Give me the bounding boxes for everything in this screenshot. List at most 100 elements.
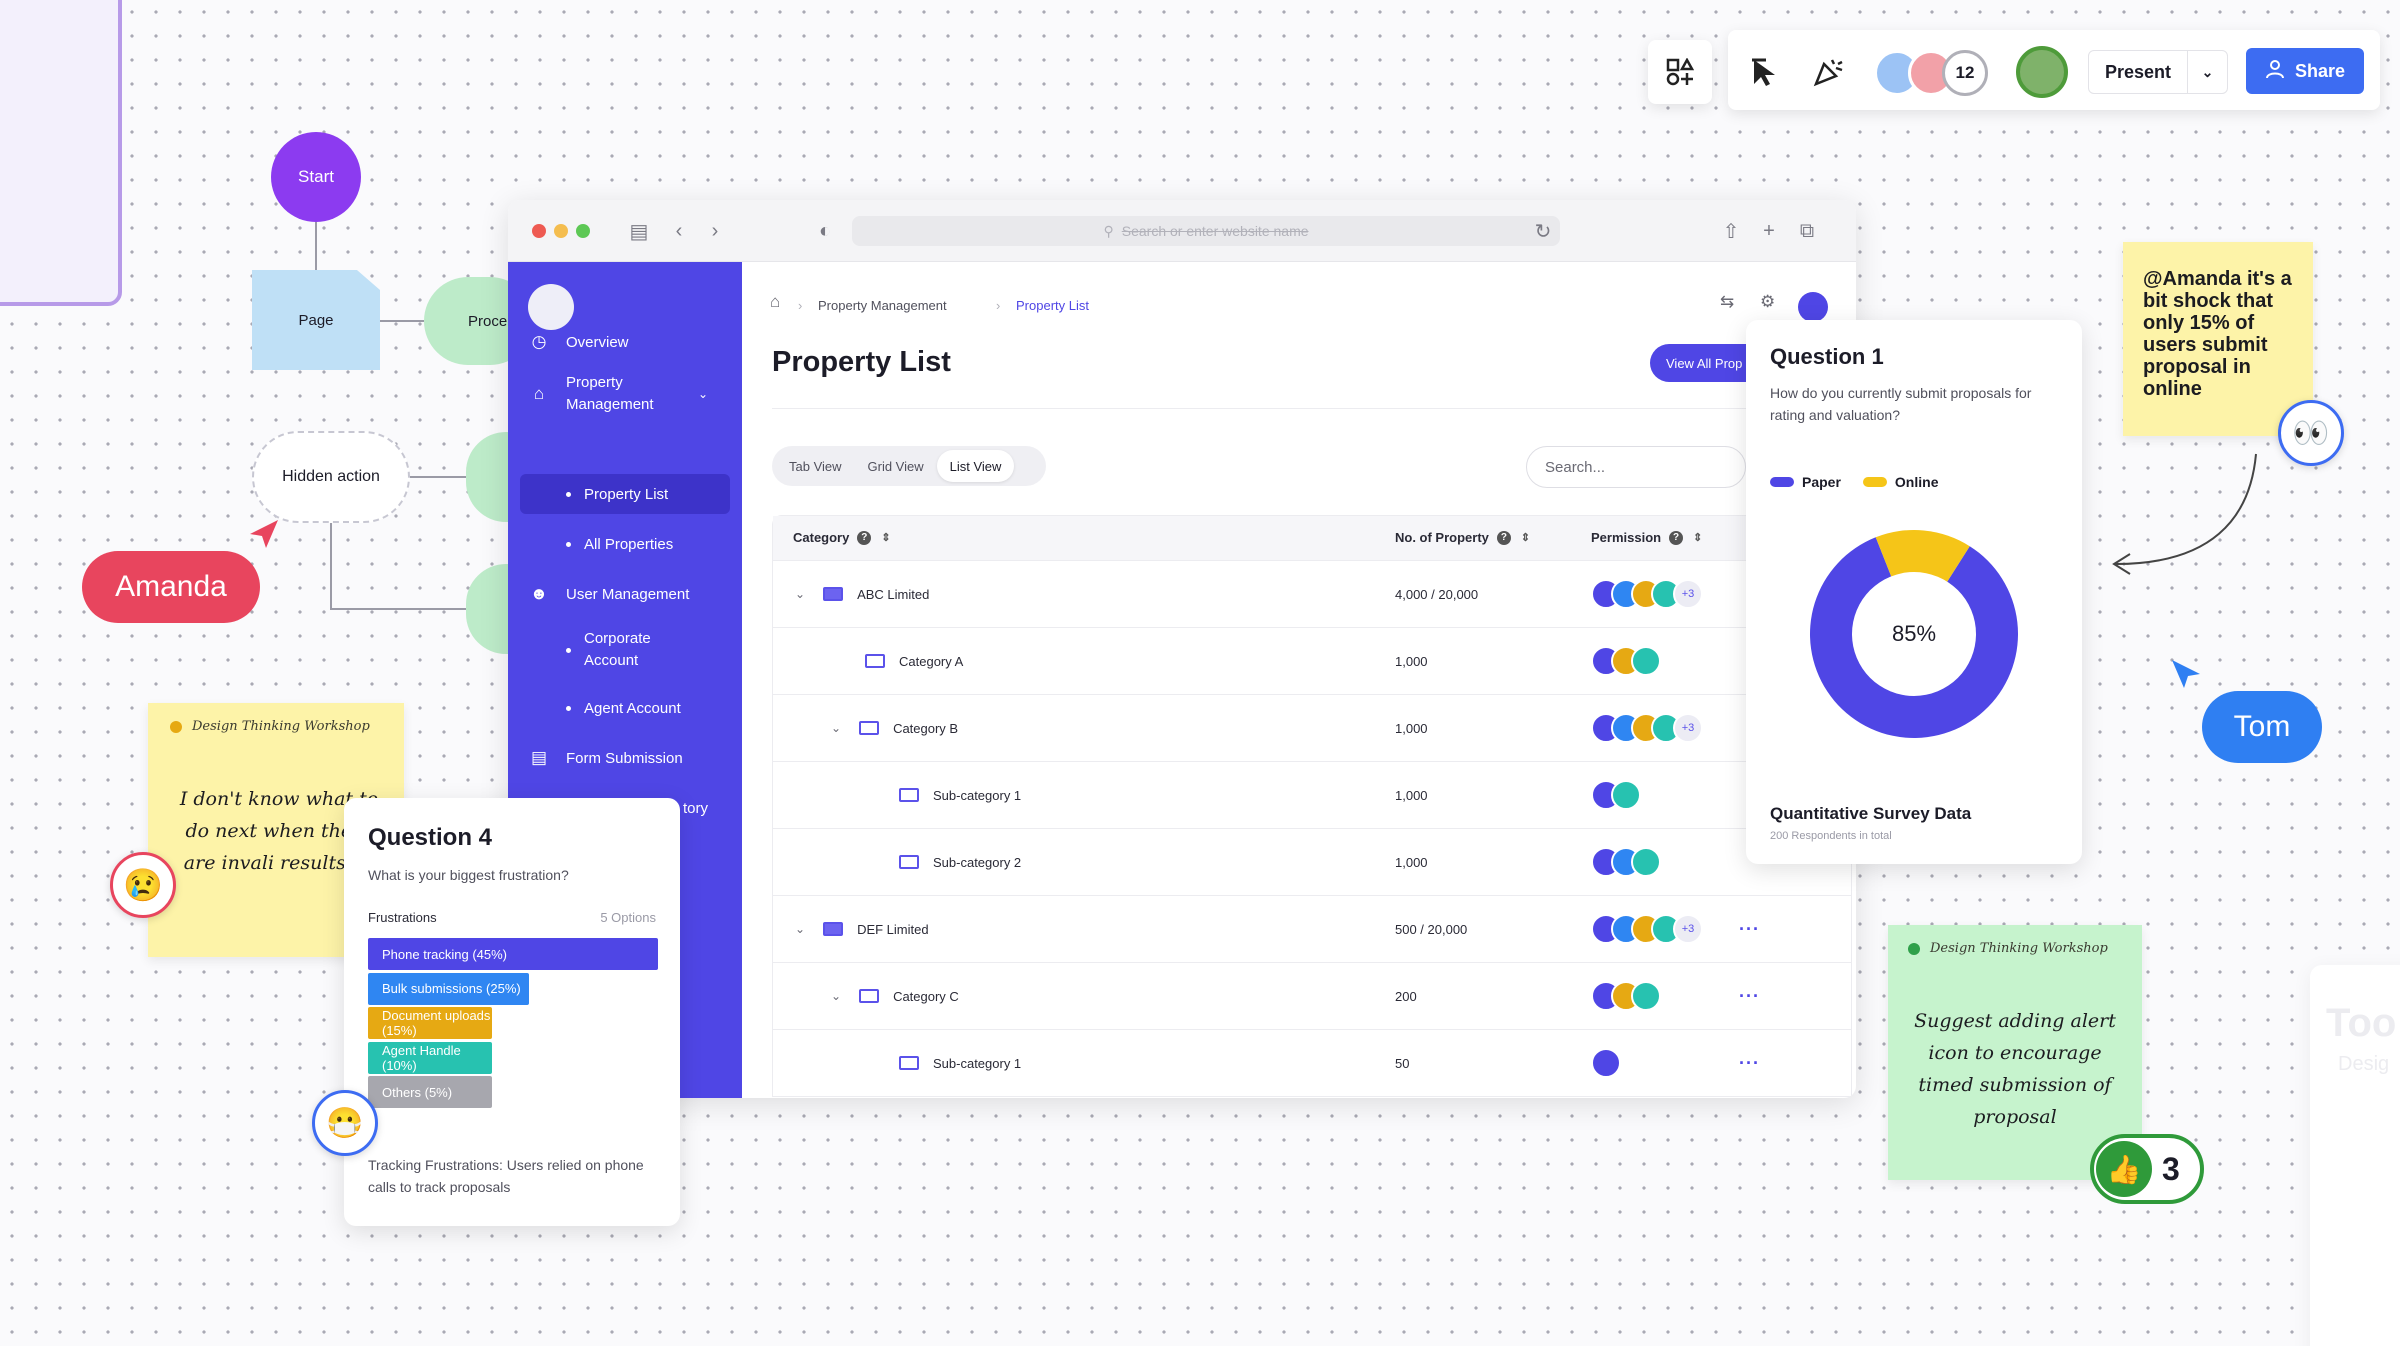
forward-icon[interactable]: › <box>711 219 719 242</box>
sidebar-item-label: User Management <box>566 585 690 603</box>
permission-avatars[interactable] <box>1591 963 1661 1029</box>
more-options-icon[interactable]: ··· <box>1739 918 1760 939</box>
filter-icon[interactable]: ⇆ <box>1720 292 1735 311</box>
reload-icon[interactable]: ↻ <box>1534 220 1552 243</box>
chevron-down-icon[interactable]: ⌄ <box>2187 51 2227 93</box>
table-row[interactable]: ⌄ DEF Limited 500 / 20,000 +3 ··· <box>773 895 1851 962</box>
home-icon: ⌂ <box>533 384 545 403</box>
more-avatars-badge[interactable]: +3 <box>1673 579 1703 609</box>
tab-list-view[interactable]: List View <box>936 450 1015 482</box>
like-reaction[interactable]: 👍 3 <box>2090 1134 2204 1204</box>
permission-avatars[interactable] <box>1591 829 1661 895</box>
sidebar-item-property-list[interactable]: Property List <box>520 474 730 514</box>
folder-icon <box>865 654 885 668</box>
flow-page-node[interactable]: Page <box>252 270 380 370</box>
question-4-card[interactable]: Question 4 What is your biggest frustrat… <box>344 798 680 1226</box>
new-tab-icon[interactable]: + <box>1763 219 1775 242</box>
sad-face-emoji-icon[interactable]: 😢 <box>110 852 176 918</box>
current-user-avatar[interactable] <box>2016 46 2068 98</box>
sort-icon[interactable]: ⇕ <box>881 532 891 544</box>
url-bar[interactable]: ⚲ Search or enter website name <box>852 216 1560 246</box>
permission-avatars[interactable] <box>1591 1030 1621 1096</box>
sidebar-item-all-properties[interactable]: All Properties <box>520 524 730 564</box>
partial-card[interactable]: Too Desig <box>2310 965 2400 1346</box>
sort-icon[interactable]: ⇕ <box>1520 532 1531 544</box>
maximize-dot[interactable] <box>576 224 590 238</box>
table-row[interactable]: Category A 1,000 <box>773 627 1851 694</box>
frame-outline[interactable] <box>0 0 122 306</box>
header-label: Permission <box>1591 530 1662 545</box>
header-permission[interactable]: Permission ? ⇕ <box>1591 530 1702 545</box>
sort-icon[interactable]: ⇕ <box>1693 532 1703 544</box>
more-options-icon[interactable]: ··· <box>1739 985 1760 1006</box>
chevron-down-icon[interactable]: ⌄ <box>831 721 842 735</box>
main-content: ⌂ › Property Management › Property List … <box>742 262 1856 1098</box>
table-row[interactable]: ⌄ ABC Limited 4,000 / 20,000 +3 <box>773 560 1851 627</box>
frustration-bar: Others (5%) <box>368 1076 492 1108</box>
sidebar-item-history[interactable]: tory <box>508 788 742 828</box>
tab-grid-view[interactable]: Grid View <box>867 458 924 474</box>
sticky-text: I don't know what to do next when there … <box>179 788 379 874</box>
header-category[interactable]: Category ? ⇕ <box>793 530 891 545</box>
avatar <box>1631 847 1661 877</box>
user-avatar[interactable] <box>1798 292 1828 322</box>
permission-avatars[interactable]: +3 <box>1591 896 1703 962</box>
mask-face-emoji-icon[interactable]: 😷 <box>312 1090 378 1156</box>
more-avatars-badge[interactable]: +3 <box>1673 713 1703 743</box>
table-row[interactable]: Sub-category 1 50 ··· <box>773 1029 1851 1096</box>
help-icon[interactable]: ? <box>1669 530 1684 545</box>
search-input[interactable]: Search... <box>1526 446 1746 488</box>
chevron-down-icon[interactable]: ⌄ <box>795 922 806 936</box>
permission-avatars[interactable] <box>1591 628 1661 694</box>
tab-tab-view[interactable]: Tab View <box>789 458 842 474</box>
cursor-select-icon[interactable] <box>1748 56 1780 93</box>
table-header: Category ? ⇕ No. of Property ? ⇕ Permiss… <box>773 516 1851 560</box>
eyes-emoji-icon[interactable]: 👀 <box>2278 400 2344 466</box>
permission-avatars[interactable] <box>1591 762 1641 828</box>
sidebar-item-agent-account[interactable]: Agent Account <box>520 688 730 728</box>
breadcrumb-current[interactable]: Property List <box>1016 298 1089 313</box>
tabs-icon[interactable]: ⧉ <box>1799 219 1815 242</box>
chevron-down-icon[interactable]: ⌄ <box>795 587 806 601</box>
sidebar-item-user-management[interactable]: ☻ User Management <box>508 574 742 614</box>
present-button[interactable]: Present ⌄ <box>2088 50 2228 94</box>
table-row[interactable]: Sub-category 2 1,000 <box>773 828 1851 895</box>
help-icon[interactable]: ? <box>1496 530 1511 545</box>
table-row[interactable]: ⌄ Category B 1,000 +3 <box>773 694 1851 761</box>
more-options-icon[interactable]: ··· <box>1739 1052 1760 1073</box>
close-dot[interactable] <box>532 224 546 238</box>
back-icon[interactable]: ‹ <box>675 219 683 242</box>
celebrate-icon[interactable] <box>1812 54 1846 93</box>
permission-avatars[interactable]: +3 <box>1591 695 1703 761</box>
breadcrumb-item[interactable]: Property Management <box>818 298 947 313</box>
table-row[interactable]: Sub-category 1 1,000 <box>773 761 1851 828</box>
chevron-down-icon[interactable]: ⌄ <box>698 387 709 401</box>
sidebar-item-corporate-account[interactable]: Corporate Account <box>520 622 730 678</box>
sticky-note-amanda[interactable]: @Amanda it's a bit shock that only 15% o… <box>2123 242 2313 436</box>
share-icon[interactable]: ⇧ <box>1722 220 1740 243</box>
sidebar-toggle-icon[interactable]: ▤ <box>629 220 649 243</box>
sidebar-item-overview[interactable]: ◷ Overview <box>508 322 742 362</box>
permission-avatars[interactable]: +3 <box>1591 561 1703 627</box>
flow-start-node[interactable]: Start <box>271 132 361 222</box>
shield-icon[interactable]: ◐ <box>818 219 832 242</box>
more-avatars-badge[interactable]: +3 <box>1673 914 1703 944</box>
sidebar-item-form-submission[interactable]: ▤ Form Submission <box>508 738 742 778</box>
sticky-note-green[interactable]: Design Thinking Workshop Suggest adding … <box>1888 925 2142 1180</box>
donut-hole <box>1852 572 1976 696</box>
settings-icon[interactable]: ⚙ <box>1760 292 1776 311</box>
table-row[interactable]: ⌄ Category C 200 ··· <box>773 962 1851 1029</box>
chevron-down-icon[interactable]: ⌄ <box>831 989 842 1003</box>
shapes-tool-box[interactable] <box>1648 40 1712 104</box>
question-1-card[interactable]: Question 1 How do you currently submit p… <box>1746 320 2082 864</box>
home-icon[interactable]: ⌂ <box>770 292 781 311</box>
minimize-dot[interactable] <box>554 224 568 238</box>
connector-line <box>330 523 332 609</box>
chart-legend: Paper Online <box>1770 474 1938 490</box>
header-count[interactable]: No. of Property ? ⇕ <box>1395 530 1530 545</box>
share-button[interactable]: Share <box>2246 48 2364 94</box>
sidebar-item-property-management[interactable]: ⌂ Property Management ⌄ <box>508 366 742 422</box>
flow-hidden-action-node[interactable]: Hidden action <box>252 431 410 523</box>
collaborator-count-badge[interactable]: 12 <box>1942 50 1988 96</box>
help-icon[interactable]: ? <box>857 530 872 545</box>
